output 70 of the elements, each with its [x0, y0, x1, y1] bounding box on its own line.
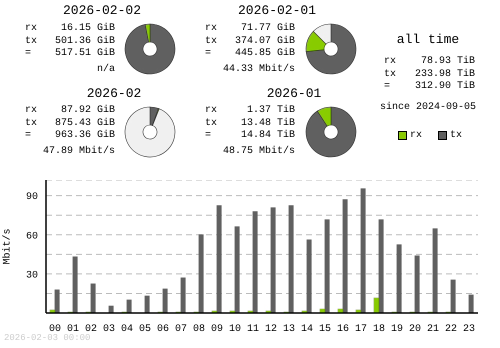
- x-tick-label: 01: [66, 324, 80, 335]
- x-tick-label: 21: [426, 324, 440, 335]
- x-tick-label: 04: [120, 324, 134, 335]
- x-tick-label: 05: [138, 324, 152, 335]
- text: 71.77 GiB: [240, 23, 295, 36]
- text: =: [25, 48, 32, 60]
- text: rx: [25, 105, 38, 118]
- x-tick-label: 00: [48, 324, 62, 335]
- text: 78.93 TiB: [420, 56, 475, 68]
- y-tick-label: 30: [26, 270, 38, 282]
- text: 1.37 TiB: [246, 105, 295, 118]
- x-tick-label: 13: [282, 324, 296, 335]
- x-tick-label: 02: [84, 324, 98, 335]
- text: 374.07 GiB: [234, 36, 295, 48]
- x-tick-label: 22: [444, 324, 458, 335]
- x-tick-label: 08: [192, 324, 206, 335]
- text: all time: [396, 32, 460, 47]
- text: tx: [205, 118, 218, 130]
- text: 13.48 TiB: [240, 118, 295, 130]
- x-tick-label: 16: [336, 324, 350, 335]
- x-tick-label: 20: [408, 324, 422, 335]
- text: tx: [205, 36, 218, 48]
- x-tick-label: 12: [264, 324, 278, 335]
- chart-title: 2026-02-02: [62, 3, 142, 18]
- text: 48.75 Mbit/s: [222, 146, 295, 156]
- text: 233.98 TiB: [414, 68, 475, 80]
- legend-label: rx: [410, 130, 422, 141]
- text: 445.85 GiB: [234, 48, 295, 60]
- x-tick-label: 07: [174, 324, 188, 335]
- text: n/a: [96, 64, 115, 74]
- x-tick-label: 18: [372, 324, 386, 335]
- text: rx: [205, 23, 218, 36]
- text: =: [384, 81, 392, 94]
- text: 517.51 GiB: [54, 48, 115, 60]
- text: 963.36 GiB: [54, 130, 115, 142]
- x-tick-label: 14: [300, 324, 314, 335]
- text: 875.43 GiB: [54, 118, 115, 130]
- chart-title: 2026-02-01: [236, 3, 317, 18]
- y-tick-label: 90: [26, 192, 38, 204]
- chart-title: 2026-01: [266, 86, 322, 101]
- text: 44.33 Mbit/s: [222, 64, 295, 74]
- text: 14.84 TiB: [240, 130, 295, 142]
- x-tick-label: 15: [318, 324, 332, 335]
- text: rx: [205, 105, 218, 118]
- text: 47.89 Mbit/s: [42, 146, 115, 156]
- text: 312.90 TiB: [414, 81, 475, 94]
- x-tick-label: 06: [156, 324, 170, 335]
- text: =: [205, 130, 212, 142]
- y-tick-label: 60: [26, 231, 38, 242]
- text: =: [25, 130, 32, 142]
- x-tick-label: 03: [102, 324, 116, 335]
- x-tick-label: 19: [390, 324, 404, 335]
- text: rx: [25, 23, 38, 36]
- x-tick-label: 17: [354, 324, 368, 335]
- text: tx: [384, 68, 398, 81]
- text: since 2024-09-05: [378, 102, 477, 113]
- x-tick-label: 11: [246, 324, 260, 335]
- legend-label: tx: [450, 130, 462, 141]
- text: 501.36 GiB: [54, 36, 115, 48]
- x-tick-label: 10: [228, 324, 242, 335]
- y-axis-title: Mbit/s: [2, 228, 14, 265]
- text: rx: [384, 56, 398, 68]
- text: =: [205, 48, 212, 60]
- text: tx: [25, 36, 38, 48]
- text: 87.92 GiB: [60, 105, 115, 118]
- text: 16.15 GiB: [60, 23, 115, 36]
- x-tick-label: 09: [210, 324, 224, 335]
- x-tick-label: 23: [462, 324, 476, 335]
- text: tx: [25, 118, 38, 130]
- chart-title: 2026-02: [86, 86, 142, 101]
